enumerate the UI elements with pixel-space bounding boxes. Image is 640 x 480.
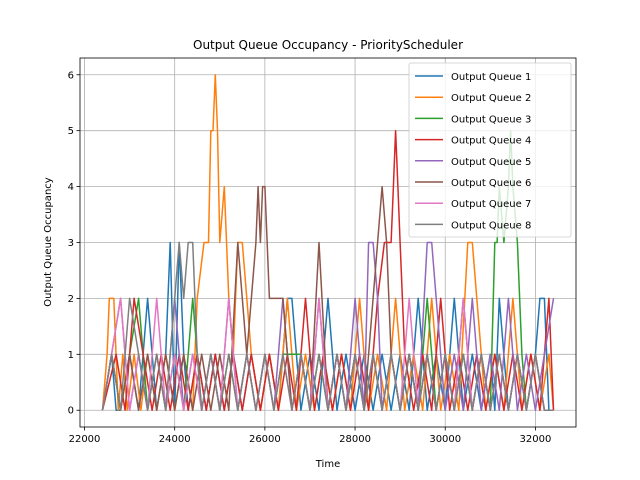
x-tick-label: 30000 [429, 434, 461, 445]
legend-label: Output Queue 2 [451, 93, 531, 104]
x-tick-label: 32000 [520, 434, 552, 445]
y-axis-label: Output Queue Occupancy [43, 177, 54, 306]
x-tick-label: 28000 [339, 434, 371, 445]
legend-label: Output Queue 6 [451, 178, 531, 189]
series-line-queue-8 [101, 241, 554, 411]
x-tick-label: 26000 [249, 434, 281, 445]
legend: Output Queue 1 Output Queue 2 Output Queue… [408, 62, 572, 238]
y-tick-label: 1 [68, 350, 74, 361]
series-line-queue-4 [101, 129, 555, 411]
chart-title: Output Queue Occupancy - PrioritySchedul… [193, 38, 463, 52]
y-tick-label: 4 [68, 182, 74, 193]
legend-label: Output Queue 8 [451, 220, 531, 231]
x-tick-label: 24000 [159, 434, 191, 445]
legend-label: Output Queue 4 [451, 136, 531, 147]
legend-label: Output Queue 5 [451, 157, 531, 168]
y-tick-label: 3 [68, 238, 74, 249]
plot-area [101, 74, 555, 411]
y-axis-ticks: 0 1 2 3 4 5 6 [68, 70, 80, 417]
y-tick-label: 2 [68, 294, 74, 305]
x-axis-ticks: 22000 24000 26000 28000 30000 32000 [69, 427, 552, 445]
y-tick-label: 6 [68, 70, 74, 81]
y-tick-label: 0 [68, 406, 74, 417]
x-tick-label: 22000 [69, 434, 101, 445]
y-tick-label: 5 [68, 126, 74, 137]
legend-label: Output Queue 3 [451, 114, 531, 125]
legend-label: Output Queue 1 [451, 72, 531, 83]
legend-box [408, 62, 572, 238]
legend-label: Output Queue 7 [451, 199, 531, 210]
x-axis-label: Time [315, 459, 340, 470]
